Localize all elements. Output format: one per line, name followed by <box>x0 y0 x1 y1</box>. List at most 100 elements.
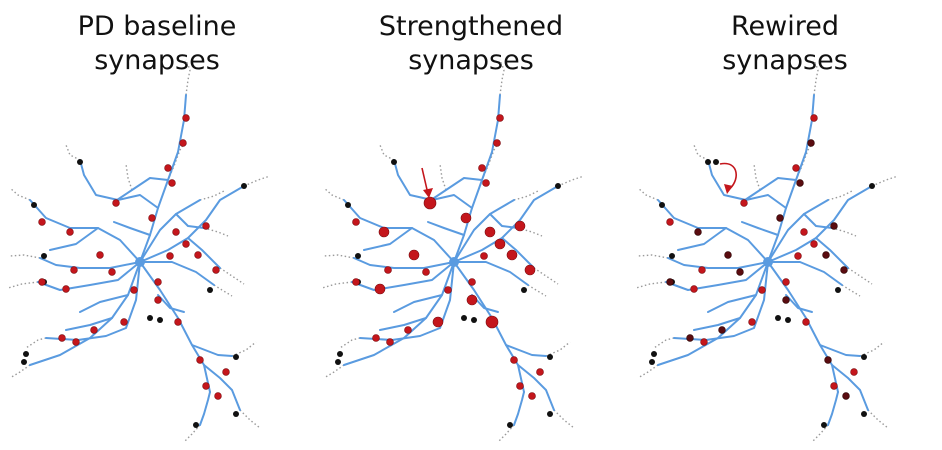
axon-segment <box>813 59 819 96</box>
dendrite-branch <box>677 227 727 251</box>
dendrite-branch <box>827 391 839 426</box>
axon-segment <box>637 364 659 379</box>
axon-segment <box>513 189 541 201</box>
synapse <box>794 252 802 260</box>
axon-terminal <box>471 317 477 323</box>
axon-segment <box>219 267 245 285</box>
axon-segment <box>553 409 575 429</box>
dendrite-branch <box>363 227 413 251</box>
synapse <box>172 228 180 236</box>
synapse <box>850 368 858 376</box>
axon-terminal <box>345 202 351 208</box>
arrow-head <box>423 188 433 198</box>
axon-segment <box>231 341 257 357</box>
axon-segment <box>185 59 191 96</box>
rewire-arrow-head <box>724 184 733 194</box>
synapse-strengthened <box>528 392 536 400</box>
dendrite-branch <box>359 261 455 341</box>
axon-segment <box>323 254 355 259</box>
axon-terminal <box>241 183 247 189</box>
synapse-strengthened <box>496 114 504 122</box>
dendrite-branch <box>453 261 529 286</box>
panel-title-line1: Strengthened <box>378 11 564 42</box>
axon-terminal <box>233 411 239 417</box>
synapse-strengthened <box>374 283 386 295</box>
axon-segment <box>239 409 261 429</box>
synapse <box>182 114 190 122</box>
axon-segment <box>203 227 229 237</box>
axon-segment <box>7 281 39 289</box>
synapse-strengthened <box>372 334 380 342</box>
dendrite-branch <box>657 199 769 263</box>
axon-terminal <box>337 351 343 357</box>
axon-segment <box>637 254 669 259</box>
dendrite-branch <box>489 213 519 229</box>
axon-terminal <box>547 411 553 417</box>
synapse-strengthened <box>352 218 360 226</box>
dendrite-branch <box>673 261 769 341</box>
synapse-strengthened <box>524 264 536 276</box>
synapse <box>212 266 220 274</box>
dendrite-branch <box>767 185 873 263</box>
synapse <box>90 326 98 334</box>
dendrite-branch <box>767 261 839 393</box>
dendrite-branch <box>513 391 525 426</box>
dendrite-branch <box>139 261 215 286</box>
panel-title-line2: synapses <box>408 45 534 76</box>
axon-segment <box>439 163 447 191</box>
axon-segment <box>831 227 857 237</box>
synapse-rewired <box>840 266 848 274</box>
dendrite-branch <box>707 294 757 313</box>
axon-terminal <box>23 351 29 357</box>
dendrite-branch <box>453 199 515 263</box>
synapse-strengthened <box>378 226 390 238</box>
panel-title: PD baseline synapses <box>0 10 314 78</box>
axon-segment <box>323 364 345 379</box>
dendrite-branch <box>45 261 141 341</box>
synapse <box>164 164 172 172</box>
synapse <box>196 356 204 364</box>
dendrite-branch <box>785 294 813 313</box>
synapse-strengthened <box>466 294 478 306</box>
synapse-rewired <box>842 392 850 400</box>
synapse-strengthened <box>404 326 412 334</box>
axon-terminal <box>157 317 163 323</box>
synapse <box>179 139 187 147</box>
synapse <box>112 199 120 207</box>
synapse <box>148 214 156 222</box>
axon-segment <box>125 163 133 191</box>
synapse <box>154 296 162 304</box>
synapse-strengthened <box>506 249 518 261</box>
axon-segment <box>871 175 899 187</box>
axon-terminal <box>821 422 827 428</box>
axon-segment <box>499 59 505 96</box>
synapse-rewired <box>694 228 702 236</box>
axon-segment <box>339 337 361 349</box>
synapse <box>810 240 818 248</box>
synapse <box>70 266 78 274</box>
synapse <box>166 252 174 260</box>
axon-terminal <box>861 354 867 360</box>
synapse-strengthened <box>493 139 501 147</box>
soma <box>449 257 459 267</box>
axon-segment <box>635 281 667 289</box>
synapse-strengthened <box>494 238 506 250</box>
dendrite-branch <box>199 391 211 426</box>
synapse <box>58 334 66 342</box>
dendrite-branch <box>139 199 201 263</box>
dendrite-branch <box>203 364 241 411</box>
synapse-strengthened <box>478 164 486 172</box>
synapse-strengthened <box>422 268 430 276</box>
axon-segment <box>847 267 873 285</box>
dendrite-branch <box>79 294 129 313</box>
dendrite-branch <box>79 159 159 209</box>
synapse-strengthened <box>480 252 488 260</box>
synapse <box>168 179 176 187</box>
dendrite-branch <box>831 364 869 411</box>
axon-segment <box>65 144 81 161</box>
axon-segment <box>25 337 47 349</box>
axon-terminal <box>775 315 781 321</box>
dendrite-branch <box>803 213 833 229</box>
dendrite-branch <box>657 317 741 366</box>
axon-terminal <box>547 354 553 360</box>
